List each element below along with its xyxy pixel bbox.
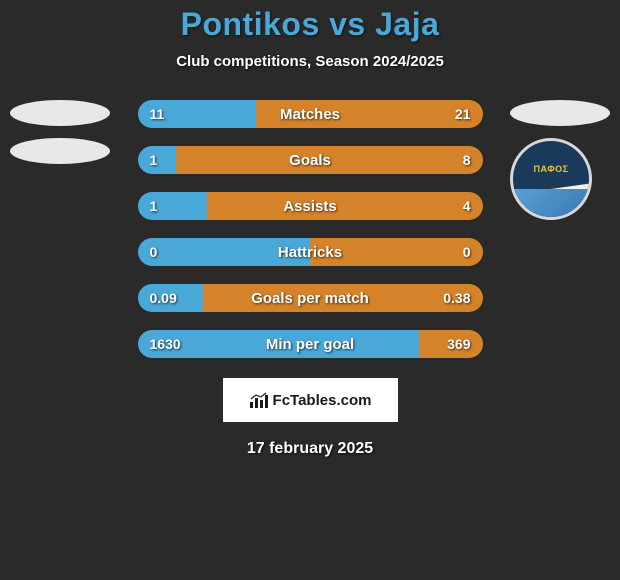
bar-right-segment <box>203 284 482 312</box>
stat-value-left: 1630 <box>150 330 181 358</box>
stat-bar: Hattricks00 <box>138 238 483 266</box>
stat-value-right: 0.38 <box>443 284 470 312</box>
badge-text: ΠΑΦΟΣ <box>533 164 568 174</box>
stat-value-left: 1 <box>150 192 158 220</box>
bar-left-segment <box>138 192 207 220</box>
stat-value-left: 0 <box>150 238 158 266</box>
bar-right-segment <box>310 238 483 266</box>
brand-chart-icon <box>249 392 269 408</box>
bar-left-segment <box>138 238 311 266</box>
brand-text: FcTables.com <box>273 392 372 409</box>
brand-box[interactable]: FcTables.com <box>223 378 398 422</box>
left-team-badges <box>10 100 110 164</box>
bar-right-segment <box>176 146 483 174</box>
stat-value-right: 8 <box>463 146 471 174</box>
team-badge-placeholder <box>10 100 110 126</box>
infographic-container: Pontikos vs Jaja Club competitions, Seas… <box>0 0 620 580</box>
stat-bar: Matches1121 <box>138 100 483 128</box>
team-badge-placeholder <box>10 138 110 164</box>
stat-value-right: 4 <box>463 192 471 220</box>
badge-stripe <box>513 189 589 217</box>
stats-area: ΠΑΦΟΣ Matches1121Goals18Assists14Hattric… <box>0 100 620 358</box>
stat-bar: Goals per match0.090.38 <box>138 284 483 312</box>
subtitle: Club competitions, Season 2024/2025 <box>176 53 444 70</box>
stat-value-left: 11 <box>150 100 165 128</box>
stat-value-left: 0.09 <box>150 284 177 312</box>
badge-text-wrap: ΠΑΦΟΣ <box>513 159 589 177</box>
team-badge-placeholder <box>510 100 610 126</box>
stat-value-right: 0 <box>463 238 471 266</box>
team-badge-pafos: ΠΑΦΟΣ <box>510 138 592 220</box>
bar-right-segment <box>256 100 482 128</box>
right-team-badges: ΠΑΦΟΣ <box>510 100 610 220</box>
stat-value-right: 21 <box>455 100 471 128</box>
stat-value-right: 369 <box>447 330 470 358</box>
bar-right-segment <box>207 192 483 220</box>
stat-bar: Assists14 <box>138 192 483 220</box>
stat-bar: Goals18 <box>138 146 483 174</box>
main-title: Pontikos vs Jaja <box>181 6 440 43</box>
stat-bars: Matches1121Goals18Assists14Hattricks00Go… <box>138 100 483 358</box>
date-text: 17 february 2025 <box>247 440 373 458</box>
stat-bar: Min per goal1630369 <box>138 330 483 358</box>
stat-value-left: 1 <box>150 146 158 174</box>
